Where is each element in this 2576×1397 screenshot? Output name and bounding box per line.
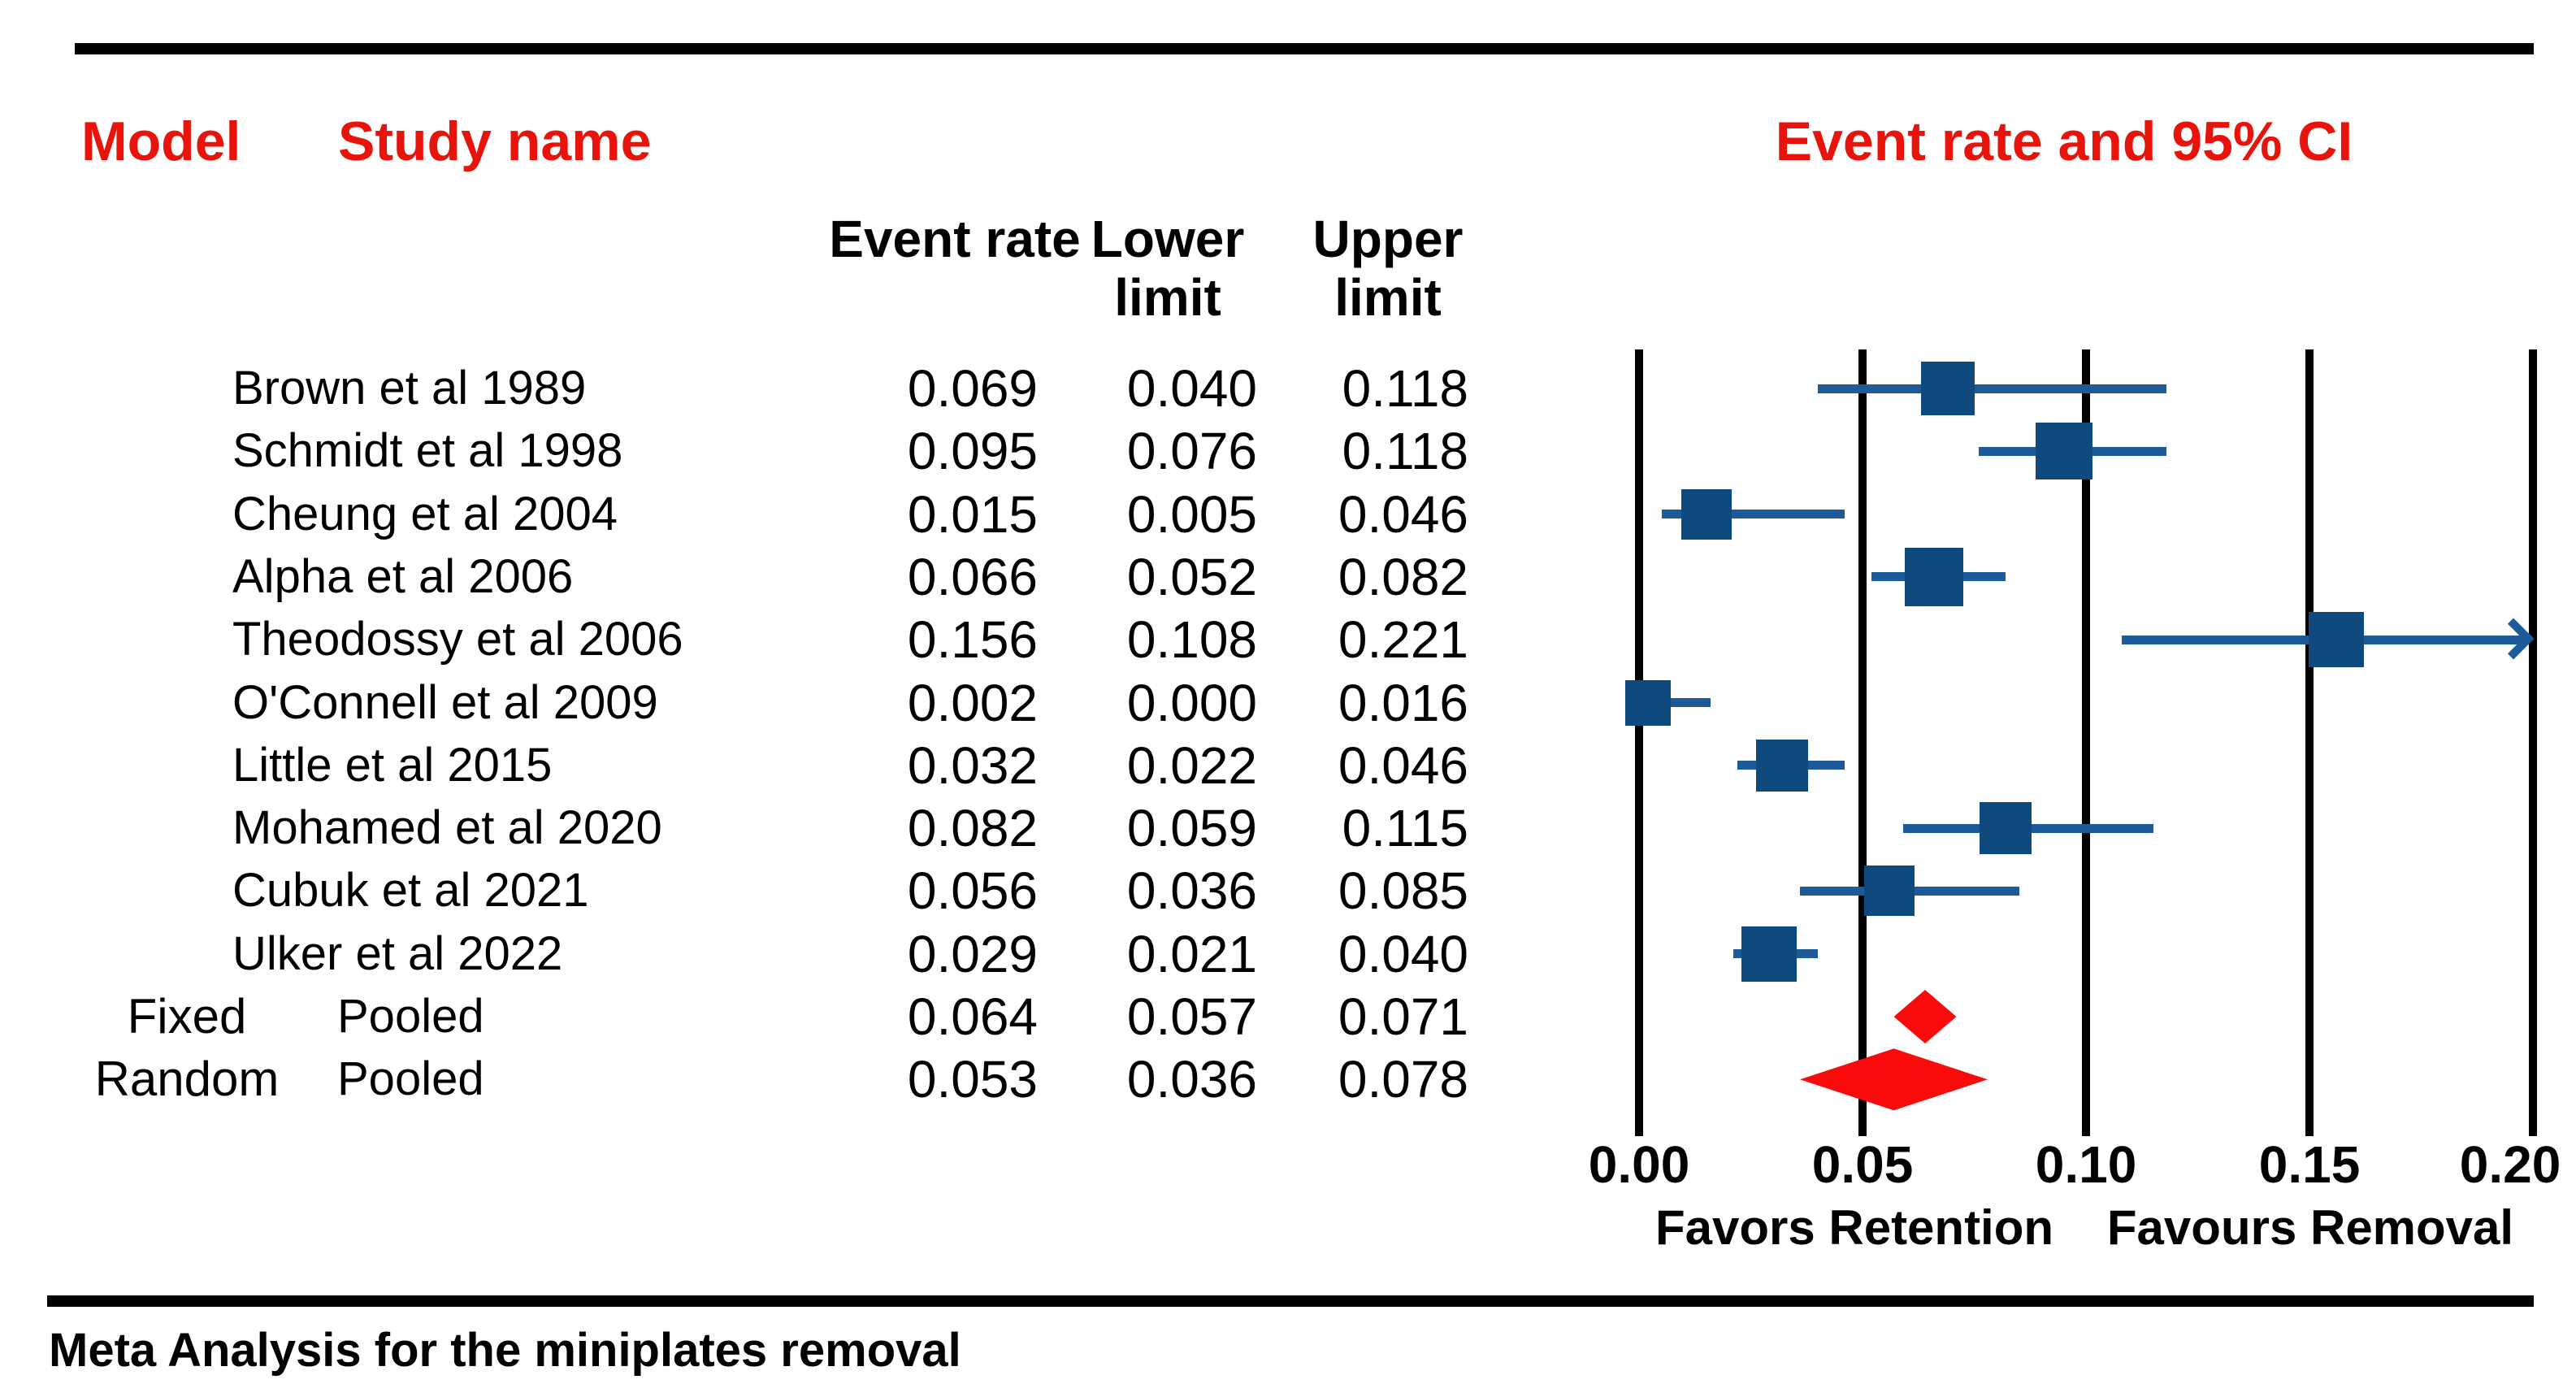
- rate-value: 0.002: [907, 673, 1038, 732]
- upper-value: 0.085: [1338, 861, 1468, 921]
- point-estimate-square: [2035, 423, 2092, 480]
- lower-value: 0.000: [1126, 673, 1257, 732]
- study-name: Mohamed et al 2020: [232, 801, 662, 855]
- upper-value: 0.046: [1338, 484, 1468, 544]
- pooled-diamond: [1800, 1048, 1988, 1111]
- study-name: Little et al 2015: [232, 738, 553, 792]
- rate-value: 0.069: [907, 359, 1038, 418]
- lower-value: 0.021: [1126, 924, 1257, 983]
- rate-value: 0.015: [907, 484, 1038, 544]
- ci-arrow-right-icon: [2492, 618, 2535, 660]
- lower-value: 0.005: [1126, 484, 1257, 544]
- lower-value: 0.076: [1126, 422, 1257, 481]
- model-label: Fixed: [127, 989, 247, 1043]
- bottom-rule: [47, 1295, 2534, 1307]
- point-estimate-square: [1756, 739, 1808, 792]
- axis-caption-left: Favors Retention: [1654, 1200, 2054, 1255]
- point-estimate-square: [2309, 612, 2364, 668]
- study-name: Pooled: [337, 990, 484, 1043]
- lower-value: 0.057: [1126, 987, 1257, 1046]
- pooled-diamond: [1893, 990, 1957, 1043]
- study-name-column-header: Study name: [338, 111, 652, 172]
- point-estimate-square: [1625, 679, 1671, 726]
- model-column-header: Model: [81, 111, 241, 172]
- point-estimate-square: [1680, 488, 1732, 540]
- rate-value: 0.082: [907, 799, 1038, 858]
- column-header-event-rate: Event rate: [829, 210, 1081, 268]
- column-header-upper-limit: Upper limit: [1312, 210, 1464, 327]
- study-name: O'Connell et al 2009: [232, 675, 658, 729]
- study-name: Cheung et al 2004: [232, 487, 618, 540]
- point-estimate-square: [1920, 362, 1975, 415]
- gridline: [2305, 349, 2314, 1136]
- upper-value: 0.221: [1338, 610, 1468, 670]
- top-rule: [75, 43, 2534, 54]
- upper-value: 0.078: [1338, 1050, 1468, 1109]
- upper-value: 0.046: [1338, 735, 1468, 795]
- lower-value: 0.040: [1126, 359, 1257, 418]
- point-estimate-square: [1980, 802, 2032, 855]
- point-estimate-square: [1905, 547, 1963, 606]
- confidence-interval-line: [1639, 698, 1711, 707]
- lower-value: 0.059: [1126, 799, 1257, 858]
- x-tick-label: 0.20: [2459, 1135, 2561, 1194]
- rate-value: 0.064: [907, 987, 1038, 1046]
- point-estimate-square: [1864, 866, 1915, 917]
- figure-caption: Meta Analysis for the miniplates removal: [49, 1324, 961, 1377]
- upper-value: 0.118: [1342, 359, 1468, 418]
- x-tick-label: 0.05: [1811, 1135, 1914, 1194]
- confidence-interval-line: [1818, 384, 2166, 393]
- rate-value: 0.066: [907, 547, 1038, 606]
- x-tick-label: 0.15: [2258, 1135, 2361, 1194]
- rate-value: 0.053: [907, 1050, 1038, 1109]
- study-name: Theodossy et al 2006: [232, 613, 683, 666]
- plot-title: Event rate and 95% CI: [1775, 111, 2353, 172]
- study-name: Brown et al 1989: [232, 362, 587, 414]
- x-tick-label: 0.00: [1588, 1135, 1690, 1194]
- lower-value: 0.052: [1126, 547, 1257, 606]
- axis-caption-right: Favours Removal: [2106, 1200, 2514, 1255]
- study-name: Schmidt et al 1998: [232, 424, 623, 478]
- point-estimate-square: [1741, 926, 1797, 982]
- upper-value: 0.115: [1342, 799, 1468, 858]
- upper-value: 0.071: [1338, 987, 1468, 1046]
- lower-value: 0.022: [1126, 735, 1257, 795]
- x-tick-label: 0.10: [2035, 1135, 2137, 1194]
- rate-value: 0.095: [907, 422, 1038, 481]
- upper-value: 0.016: [1338, 673, 1468, 732]
- rate-value: 0.032: [907, 735, 1038, 795]
- gridline: [2529, 349, 2537, 1136]
- study-name: Pooled: [337, 1052, 484, 1106]
- upper-value: 0.082: [1338, 547, 1468, 606]
- gridline: [1635, 349, 1643, 1136]
- gridline: [1858, 349, 1867, 1136]
- model-label: Random: [94, 1052, 280, 1107]
- lower-value: 0.036: [1126, 1050, 1257, 1109]
- gridline: [2082, 349, 2090, 1136]
- confidence-interval-line: [1661, 510, 1845, 519]
- rate-value: 0.029: [907, 924, 1038, 983]
- study-name: Ulker et al 2022: [232, 926, 563, 980]
- study-name: Cubuk et al 2021: [232, 864, 589, 918]
- study-name: Alpha et al 2006: [232, 549, 574, 603]
- lower-value: 0.108: [1126, 610, 1257, 670]
- upper-value: 0.040: [1338, 924, 1468, 983]
- rate-value: 0.056: [907, 861, 1038, 921]
- rate-value: 0.156: [907, 610, 1038, 670]
- upper-value: 0.118: [1342, 422, 1468, 481]
- column-header-lower-limit: Lower limit: [1091, 210, 1245, 327]
- lower-value: 0.036: [1126, 861, 1257, 921]
